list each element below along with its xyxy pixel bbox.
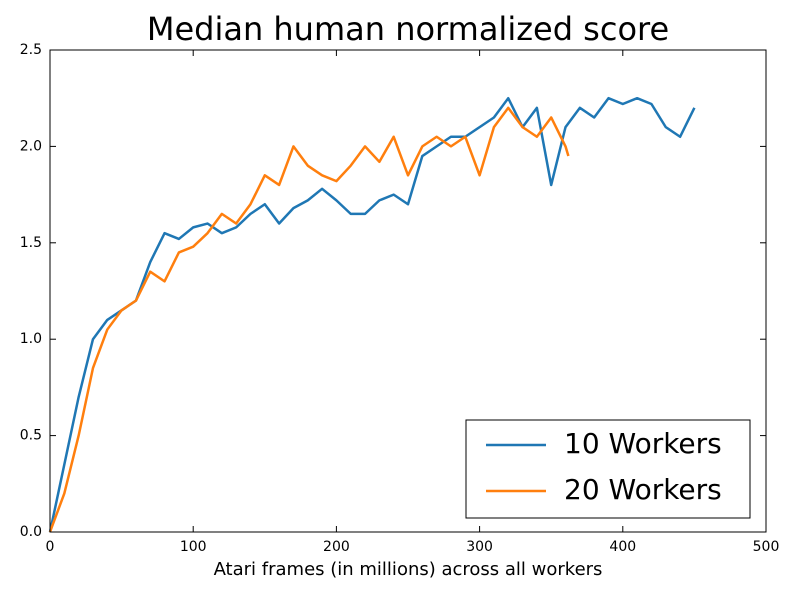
legend-box — [465, 419, 751, 519]
line-series — [48, 106, 570, 533]
x-axis-label: Atari frames (in millions) across all wo… — [214, 559, 603, 580]
x-tick-label: 400 — [609, 539, 636, 555]
x-tick-label: 500 — [753, 539, 780, 555]
y-tick-label: 1.5 — [20, 235, 42, 251]
legend-label: 20 Workers — [564, 473, 722, 506]
y-tick-label: 2.0 — [20, 138, 42, 154]
x-tick-label: 200 — [323, 539, 350, 555]
line-series — [48, 96, 696, 533]
y-tick-label: 1.0 — [20, 331, 42, 347]
legend-label: 10 Workers — [564, 427, 722, 460]
y-tick-label: 2.5 — [20, 42, 42, 58]
x-tick-label: 300 — [466, 539, 493, 555]
y-tick-label: 0.0 — [20, 524, 42, 540]
chart-title: Median human normalized score — [147, 10, 669, 48]
x-tick-label: 0 — [46, 539, 55, 555]
plot-frame — [49, 49, 767, 533]
y-tick-label: 0.5 — [20, 428, 42, 444]
x-tick-label: 100 — [180, 539, 207, 555]
